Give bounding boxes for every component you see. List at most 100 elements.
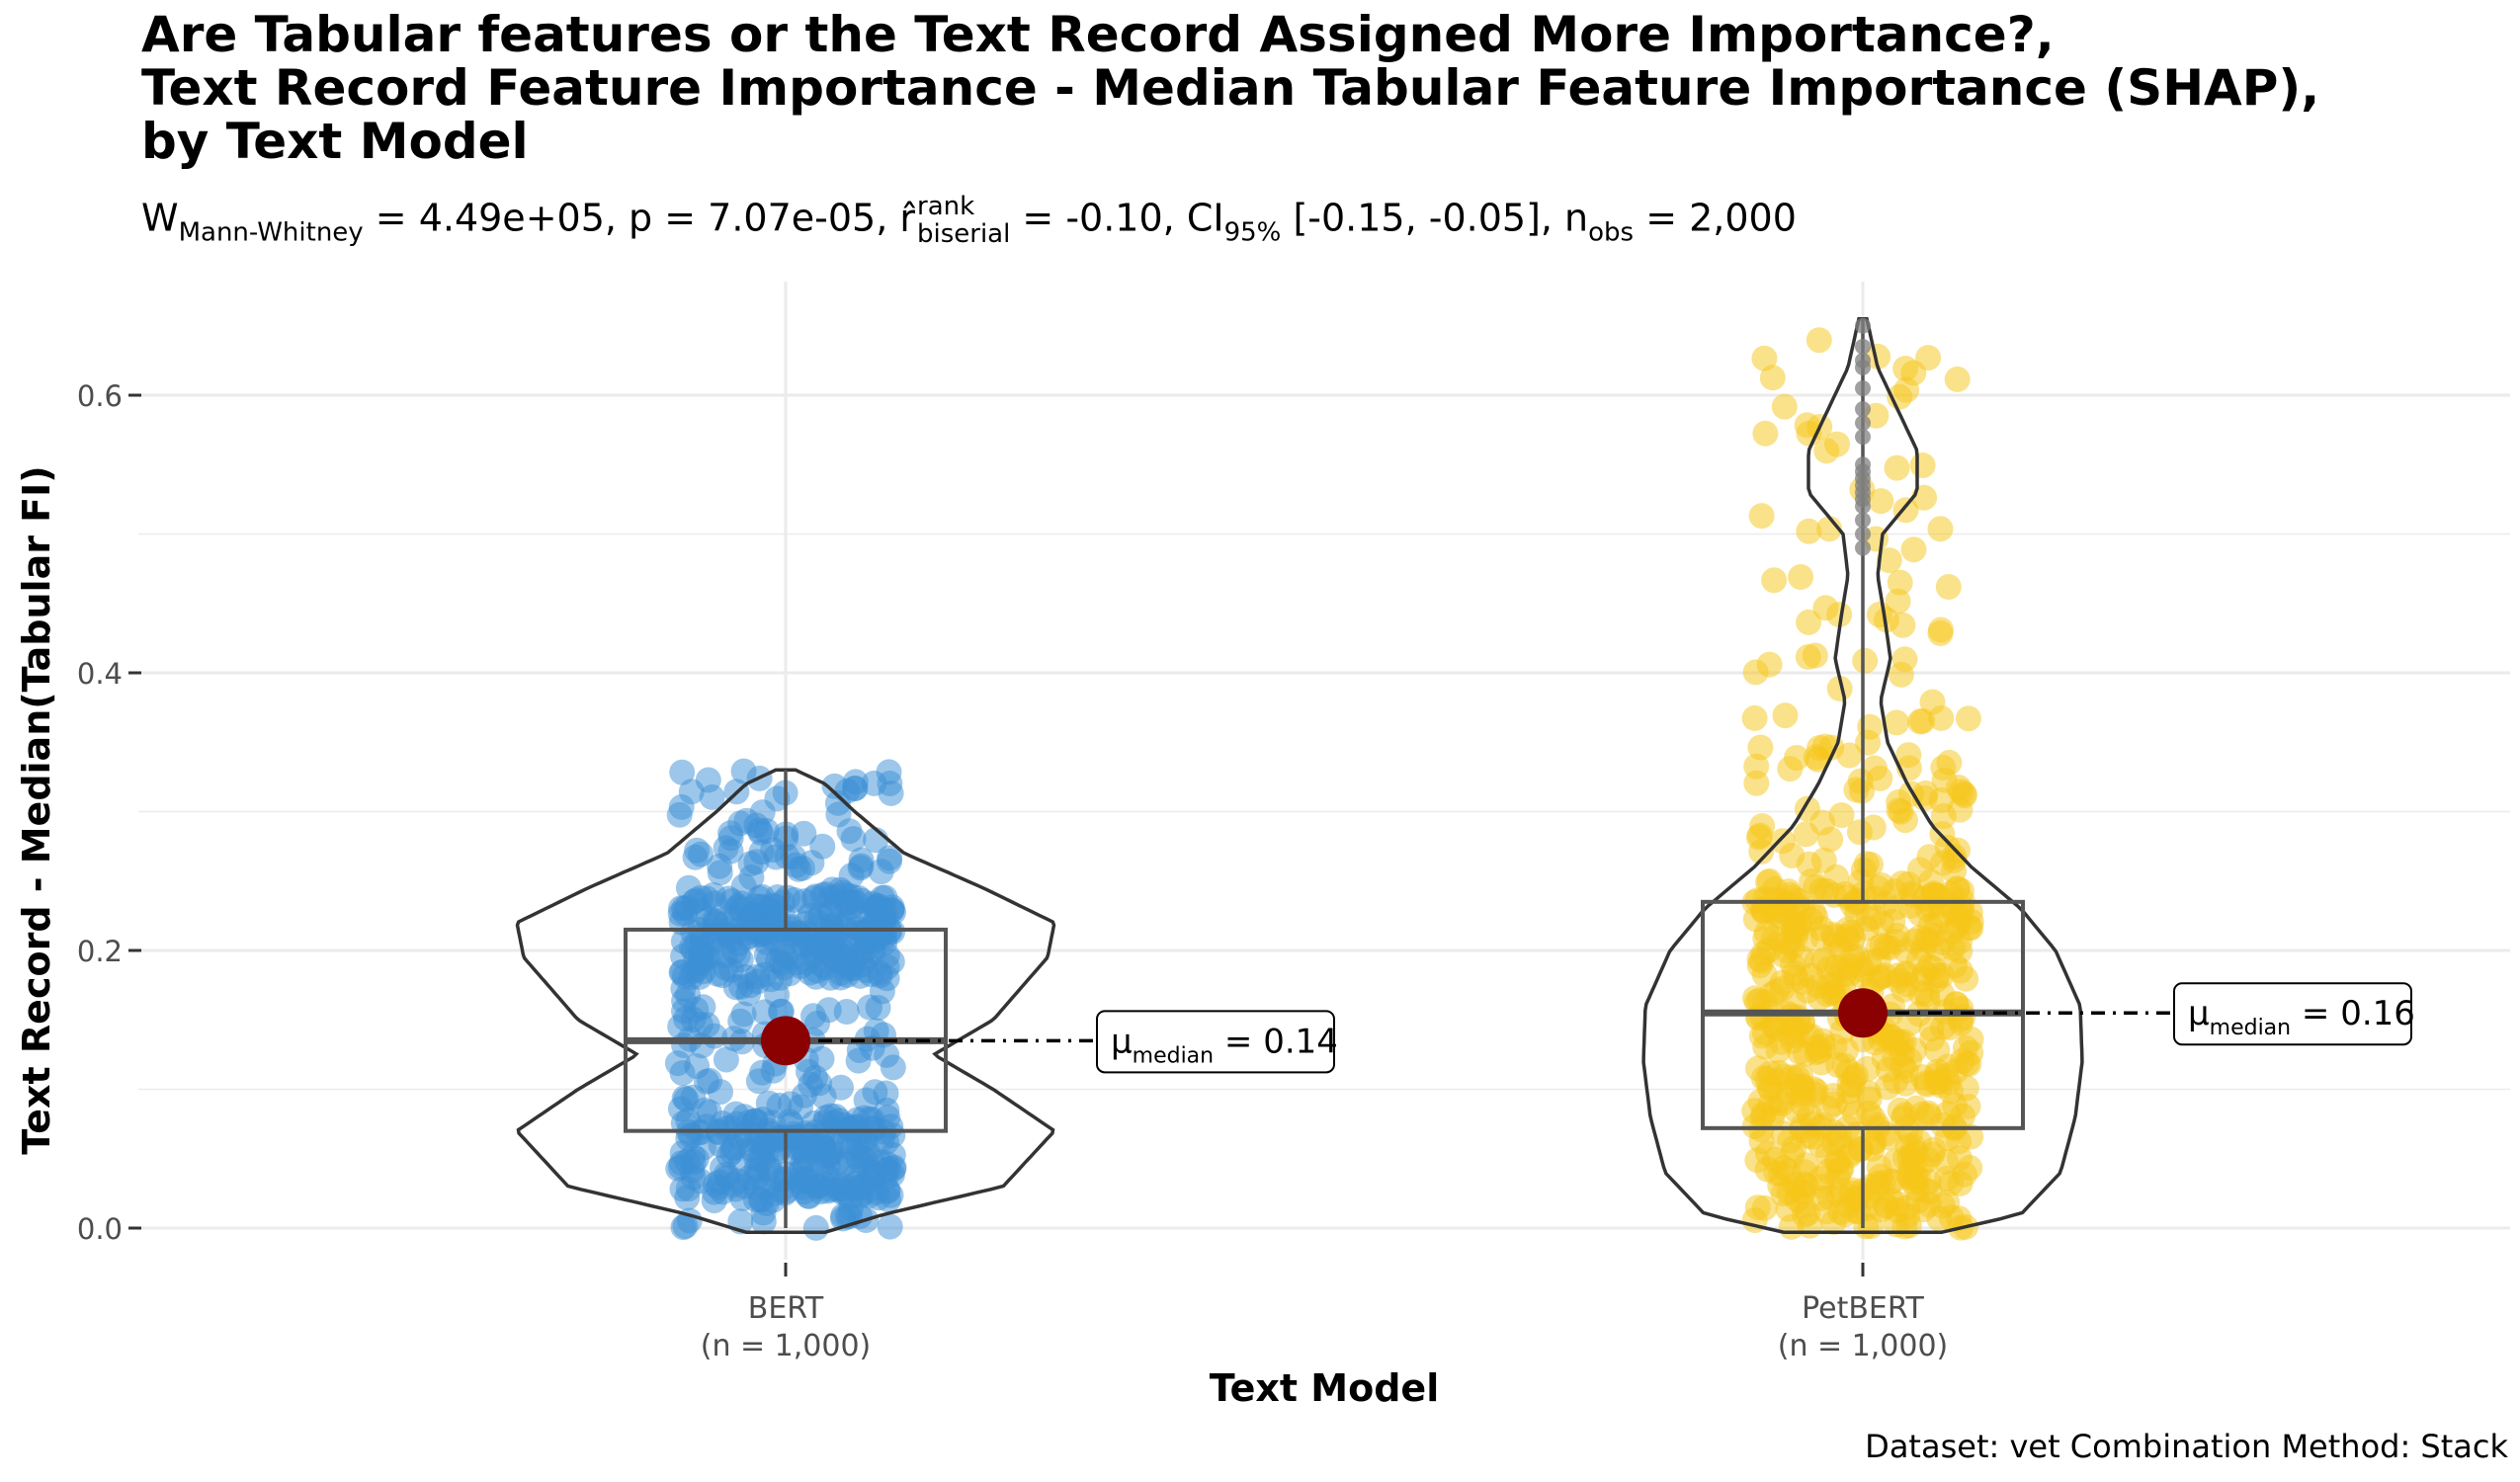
data-point — [1865, 965, 1891, 992]
data-point — [1771, 393, 1798, 420]
data-point — [1826, 1130, 1853, 1157]
data-point — [1821, 1091, 1848, 1117]
data-point — [1944, 914, 1971, 941]
data-point — [1907, 708, 1933, 735]
data-point — [1900, 882, 1927, 909]
data-point — [1784, 745, 1809, 771]
median-point-petbert — [1838, 988, 1888, 1038]
group-petbert: μmedian = 0.16 — [1641, 316, 2415, 1241]
data-point — [1743, 770, 1770, 796]
median-point-bert — [761, 1016, 810, 1066]
data-point — [678, 779, 705, 805]
data-point — [1885, 962, 1911, 989]
data-point — [1853, 1195, 1880, 1222]
chart-caption: Dataset: vet Combination Method: Stack — [1865, 1428, 2508, 1465]
data-point — [1861, 755, 1888, 782]
data-point — [813, 1105, 840, 1130]
data-point — [1821, 1033, 1848, 1060]
x-tick-count-petbert: (n = 1,000) — [1778, 1329, 1949, 1363]
median-label-sub: median — [1133, 1043, 1214, 1068]
data-point — [672, 1213, 699, 1239]
data-point — [727, 1008, 754, 1034]
data-point — [1945, 775, 1972, 800]
outlier-point — [1855, 401, 1871, 418]
outlier-point — [1855, 512, 1871, 529]
data-point — [717, 820, 744, 847]
data-point — [737, 851, 764, 877]
data-point — [1900, 536, 1927, 563]
data-point — [1918, 1016, 1945, 1042]
data-point — [1819, 921, 1846, 947]
data-point — [842, 775, 869, 801]
data-point — [696, 1099, 722, 1125]
data-point — [683, 996, 710, 1023]
subtitle-ci-sub: 95% — [1223, 217, 1282, 248]
data-point — [1958, 1123, 1984, 1150]
data-point — [804, 1010, 830, 1036]
data-point — [1847, 868, 1874, 895]
data-point — [1752, 420, 1779, 447]
data-point — [1855, 729, 1882, 756]
data-point — [849, 887, 876, 914]
data-point — [879, 948, 905, 975]
x-axis-title: Text Model — [1210, 1366, 1439, 1410]
data-point — [1956, 1051, 1982, 1077]
data-point — [1916, 844, 1943, 870]
violin-petbert — [1641, 316, 2084, 1234]
outlier-point — [1855, 317, 1871, 334]
median-label-text: μmedian = 0.16 — [2188, 994, 2415, 1040]
data-point — [836, 943, 863, 969]
data-point — [1957, 1154, 1983, 1181]
data-point — [1781, 990, 1807, 1017]
data-point — [1854, 1055, 1881, 1082]
data-point — [1887, 1097, 1913, 1123]
data-point — [1816, 516, 1843, 542]
chart-title: Are Tabular features or the Text Record … — [141, 8, 2493, 168]
data-point — [666, 801, 693, 828]
data-point — [1763, 1068, 1790, 1095]
data-point — [777, 1091, 803, 1117]
data-point — [717, 838, 744, 864]
data-point — [1865, 343, 1891, 370]
data-point — [1920, 880, 1947, 907]
data-point — [821, 773, 848, 799]
data-point — [828, 1074, 854, 1101]
median-label-box — [1096, 1010, 1335, 1074]
subtitle-r-sup: rank — [917, 192, 975, 221]
data-point — [1803, 874, 1829, 901]
data-point — [1884, 709, 1910, 736]
data-point — [1896, 1212, 1922, 1239]
subtitle-n-sub: obs — [1588, 217, 1635, 248]
data-point — [684, 929, 711, 955]
chart-title-line-1: Are Tabular features or the Text Record … — [141, 6, 2055, 63]
data-point — [1788, 564, 1814, 590]
data-point — [1826, 602, 1853, 627]
data-point — [1742, 985, 1768, 1012]
median-label-petbert: μmedian = 0.16 — [2173, 982, 2415, 1046]
median-label-symbol: μ — [2188, 994, 2210, 1033]
data-point — [1924, 1036, 1951, 1063]
chart-title-line-2: Text Record Feature Importance - Median … — [141, 59, 2320, 117]
data-point — [1744, 1147, 1771, 1174]
data-point — [1920, 1136, 1947, 1163]
data-point — [1915, 345, 1942, 371]
data-point — [1944, 366, 1971, 392]
data-point — [665, 1155, 692, 1182]
data-point — [855, 1139, 882, 1166]
x-tick-label-bert: BERT — [748, 1291, 824, 1326]
data-point — [1930, 755, 1957, 781]
data-point — [802, 1214, 829, 1241]
data-point — [821, 1167, 848, 1194]
data-point — [1777, 1127, 1804, 1154]
data-point — [845, 1047, 872, 1074]
data-point — [1880, 908, 1906, 935]
data-point — [1764, 903, 1791, 929]
data-point — [1947, 938, 1974, 964]
data-point — [869, 978, 895, 1005]
data-point — [1887, 569, 1913, 596]
median-label-value: = 0.14 — [1214, 1022, 1338, 1061]
data-point — [727, 947, 754, 973]
data-point — [877, 1213, 903, 1240]
chart-title-line-3: by Text Model — [141, 113, 529, 170]
outlier-point — [1855, 338, 1871, 355]
